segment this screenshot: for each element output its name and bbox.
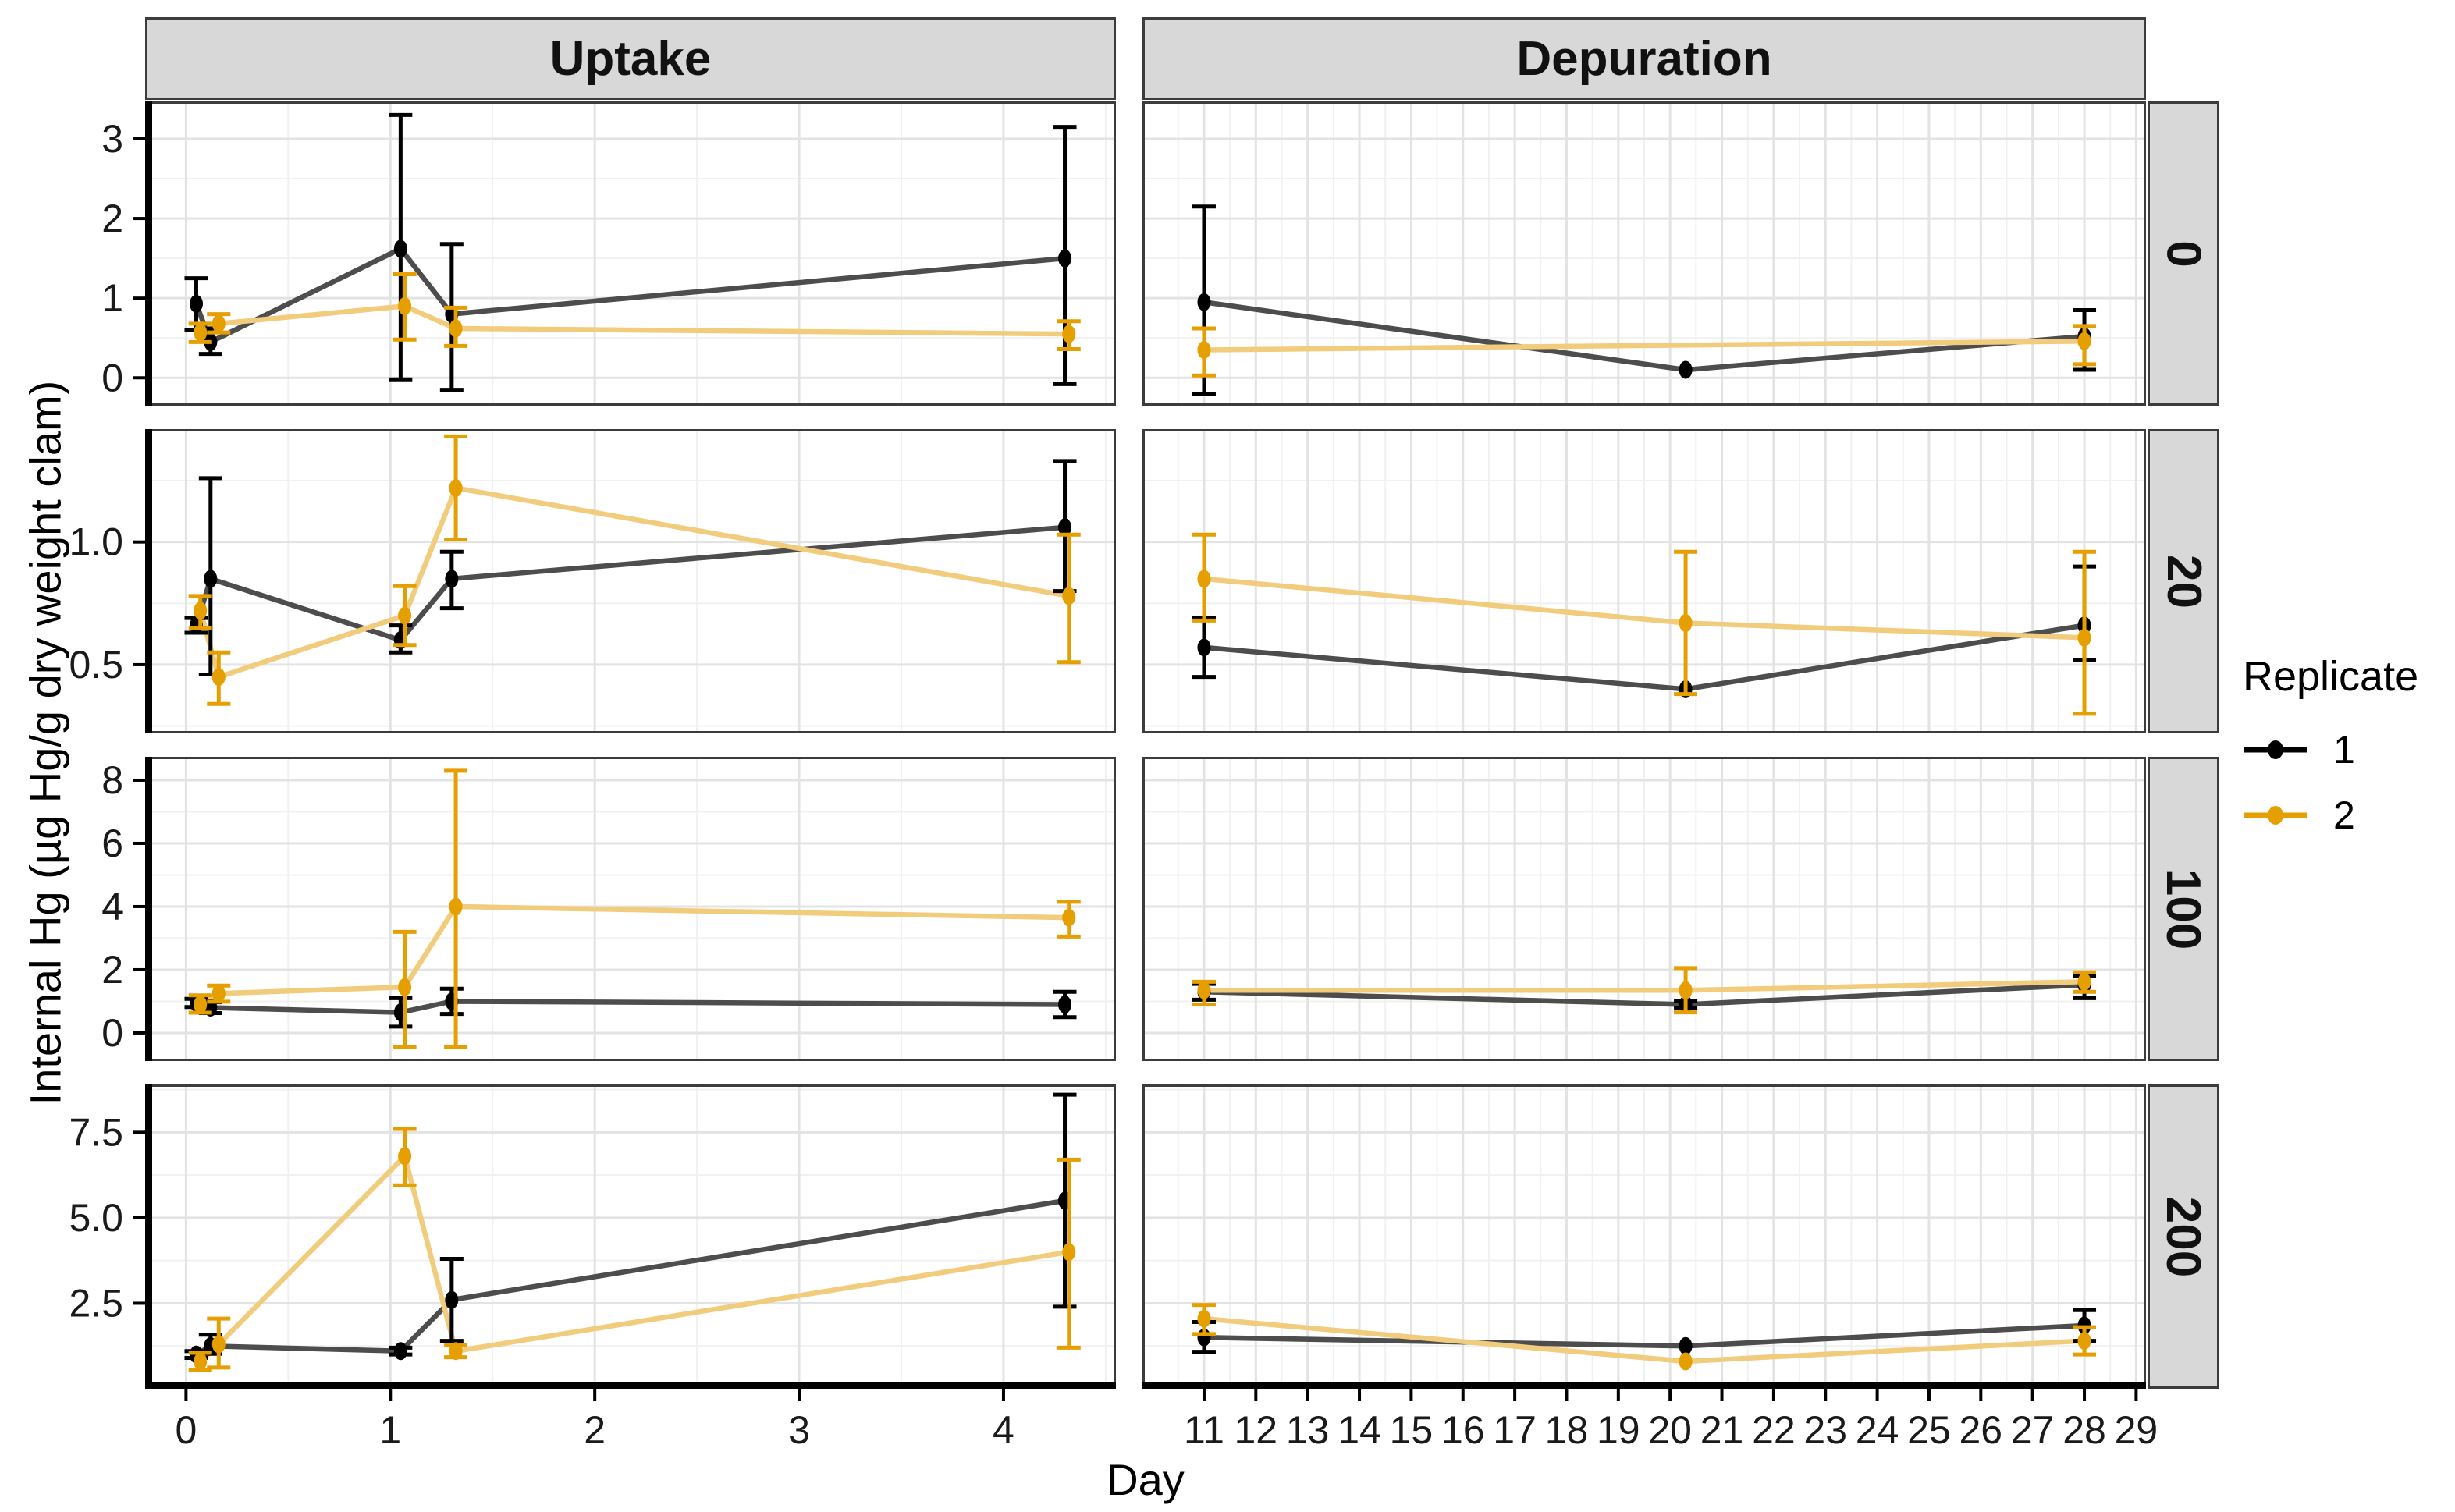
panel-100-depuration (1142, 757, 2146, 1061)
y-axis-title: Internal Hg (µg Hg/g dry weight clam) (20, 380, 70, 1106)
svg-text:1: 1 (379, 1408, 401, 1452)
facet-strip-row-20: 20 (2148, 429, 2219, 733)
facet-strip-row-100: 100 (2148, 757, 2219, 1061)
panel-200-depuration (1142, 1084, 2146, 1389)
x-axis-ticks-depuration: 11 12 13 14 15 16 17 18 19 20 21 22 23 24 25 26 27 28 29 (1184, 1389, 2158, 1452)
svg-text:12: 12 (1235, 1408, 1278, 1452)
svg-text:4: 4 (101, 885, 123, 928)
svg-text:21: 21 (1700, 1408, 1744, 1452)
facet-strip-uptake-label: Uptake (549, 31, 712, 86)
svg-text:2: 2 (584, 1408, 606, 1452)
facet-strip-row-20-label: 20 (2156, 554, 2211, 609)
svg-text:28: 28 (2062, 1408, 2106, 1452)
svg-text:0: 0 (101, 356, 123, 399)
legend-key-replicate-2-icon (2244, 806, 2307, 825)
facet-strip-uptake: Uptake (145, 17, 1116, 100)
svg-text:0: 0 (175, 1408, 197, 1452)
svg-text:8: 8 (101, 758, 123, 802)
panel-0-depuration (1142, 101, 2146, 406)
series-points-replicate-2 (188, 1127, 1081, 1372)
svg-text:17: 17 (1493, 1408, 1537, 1452)
series-line-replicate-2 (1203, 339, 2085, 353)
panel-100-uptake (145, 757, 1116, 1061)
x-axis-ticks-uptake: 0 1 2 3 4 (175, 1389, 1014, 1452)
series-points-replicate-1 (184, 459, 1077, 677)
svg-text:2.5: 2.5 (69, 1281, 123, 1325)
series-points-replicate-2 (188, 272, 1081, 352)
panel-0-uptake (145, 101, 1116, 406)
svg-text:0: 0 (101, 1011, 123, 1055)
y-axis-ticks-row-200: 2.5 5.0 7.5 (69, 1110, 145, 1325)
legend-title: Replicate (2243, 653, 2419, 700)
facet-strip-row-200-label: 200 (2156, 1196, 2211, 1277)
svg-text:11: 11 (1184, 1408, 1224, 1452)
svg-text:3: 3 (788, 1408, 810, 1452)
svg-text:1.0: 1.0 (69, 520, 123, 564)
facet-strip-row-0: 0 (2148, 101, 2219, 406)
svg-text:27: 27 (2011, 1408, 2055, 1452)
series-points-replicate-2 (1192, 532, 2097, 716)
svg-text:0.5: 0.5 (69, 643, 123, 687)
series-points-replicate-2 (1192, 1303, 2097, 1371)
legend-key-replicate-1-icon (2244, 740, 2307, 759)
facet-strip-depuration-label: Depuration (1516, 31, 1772, 86)
y-axis-ticks-row-100: 0 2 4 6 8 (101, 758, 145, 1055)
svg-text:29: 29 (2115, 1408, 2158, 1452)
series-points-replicate-1 (184, 1092, 1077, 1364)
svg-text:1: 1 (101, 276, 123, 320)
svg-text:2: 2 (101, 948, 123, 992)
series-points-replicate-2 (188, 768, 1081, 1049)
panel-20-depuration (1142, 429, 2146, 733)
legend-entry-replicate-2: 2 (2243, 793, 2418, 838)
svg-text:7.5: 7.5 (69, 1110, 123, 1154)
svg-text:23: 23 (1803, 1408, 1847, 1452)
svg-text:5.0: 5.0 (69, 1196, 123, 1240)
y-axis-ticks-row-20: 0.5 1.0 (69, 520, 145, 687)
svg-text:22: 22 (1752, 1408, 1796, 1452)
svg-text:3: 3 (101, 117, 123, 161)
facet-strip-row-200: 200 (2148, 1084, 2219, 1389)
svg-text:25: 25 (1907, 1408, 1951, 1452)
svg-text:24: 24 (1856, 1408, 1899, 1452)
series-points-replicate-2 (1192, 324, 2097, 378)
svg-text:13: 13 (1286, 1408, 1330, 1452)
panel-20-uptake (145, 429, 1116, 733)
svg-text:4: 4 (993, 1408, 1014, 1452)
facet-strip-row-100-label: 100 (2156, 868, 2211, 949)
panel-200-uptake (145, 1084, 1116, 1389)
series-points-replicate-2 (188, 434, 1081, 706)
svg-text:15: 15 (1390, 1408, 1434, 1452)
legend: Replicate 1 2 (2243, 652, 2418, 858)
facet-strip-row-0-label: 0 (2156, 240, 2211, 268)
svg-text:26: 26 (1959, 1408, 2003, 1452)
svg-text:6: 6 (101, 822, 123, 865)
facet-strip-depuration: Depuration (1142, 17, 2146, 100)
svg-text:19: 19 (1597, 1408, 1640, 1452)
svg-text:14: 14 (1338, 1408, 1381, 1452)
series-points-replicate-2 (1192, 966, 2097, 1015)
legend-label-replicate-2: 2 (2333, 793, 2355, 837)
svg-text:2: 2 (101, 197, 123, 240)
legend-label-replicate-1: 1 (2333, 728, 2355, 772)
svg-text:20: 20 (1648, 1408, 1692, 1452)
legend-entry-replicate-1: 1 (2243, 727, 2418, 772)
x-axis-title: Day (1107, 1455, 1185, 1504)
y-axis-ticks-row-0: 0 1 2 3 (101, 117, 145, 399)
svg-text:16: 16 (1441, 1408, 1485, 1452)
svg-text:18: 18 (1545, 1408, 1589, 1452)
